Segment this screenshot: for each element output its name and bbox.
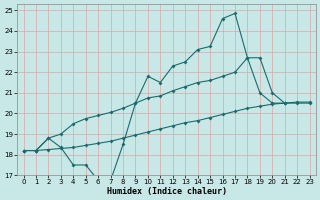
- X-axis label: Humidex (Indice chaleur): Humidex (Indice chaleur): [107, 187, 227, 196]
